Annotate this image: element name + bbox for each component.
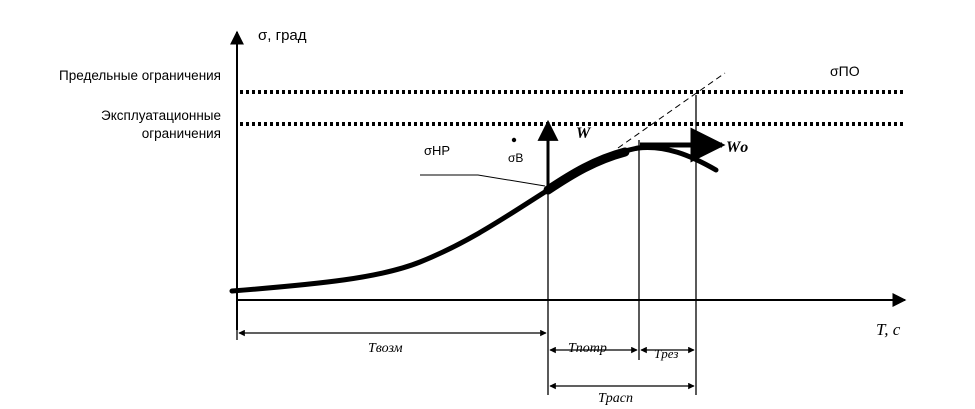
operational-limit-label-1: Эксплуатационные xyxy=(101,108,221,123)
sigma-po-label: σПО xyxy=(830,63,860,79)
y-axis-label: σ, град xyxy=(258,27,307,44)
t-potr-label: Tпотр xyxy=(568,341,607,356)
extrapolation-dashed-line xyxy=(617,72,726,149)
sigma-hr-label: σНР xyxy=(424,143,450,158)
t-rasp-label: Tрасп xyxy=(598,391,633,406)
sigma-b-point xyxy=(511,137,517,143)
sigma-hr-leader xyxy=(420,174,546,187)
t-vozm-label: Tвозм xyxy=(368,341,403,356)
sigma-b-label: σВ xyxy=(508,151,523,165)
w0-label: Wо xyxy=(726,139,748,156)
w-label: W xyxy=(576,125,592,142)
x-axis-label: T, с xyxy=(876,320,901,339)
t-rez-label: Tрез xyxy=(654,346,678,361)
ultimate-limit-label: Предельные ограничения xyxy=(59,68,221,83)
trajectory-thick-segment xyxy=(543,147,630,195)
trajectory-curve xyxy=(229,144,719,294)
operational-limit-label-2: ограничения xyxy=(142,126,221,141)
